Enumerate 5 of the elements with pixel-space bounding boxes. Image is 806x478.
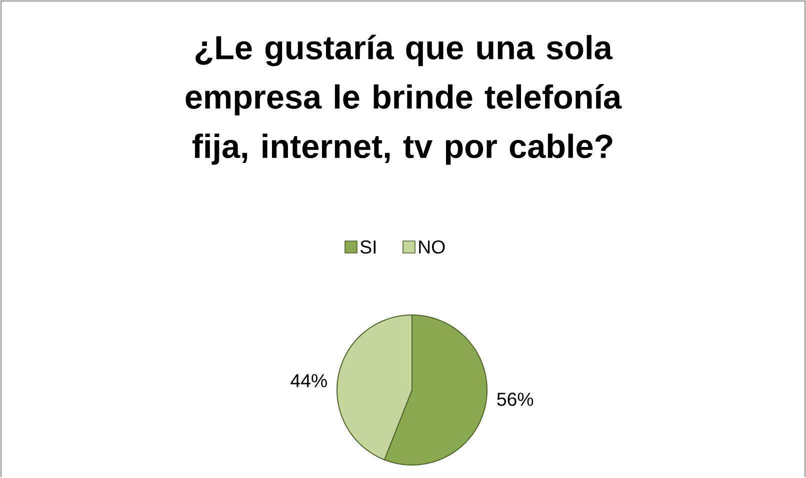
legend-label: NO	[419, 240, 445, 254]
data-label: 44%	[290, 374, 327, 388]
legend-label: SI	[360, 240, 376, 254]
data-label: 56%	[497, 392, 534, 406]
chart-title: ¿Le gustaría que una sola empresa le brinde telefonía fija, internet, tv por cable?	[186, 34, 622, 165]
